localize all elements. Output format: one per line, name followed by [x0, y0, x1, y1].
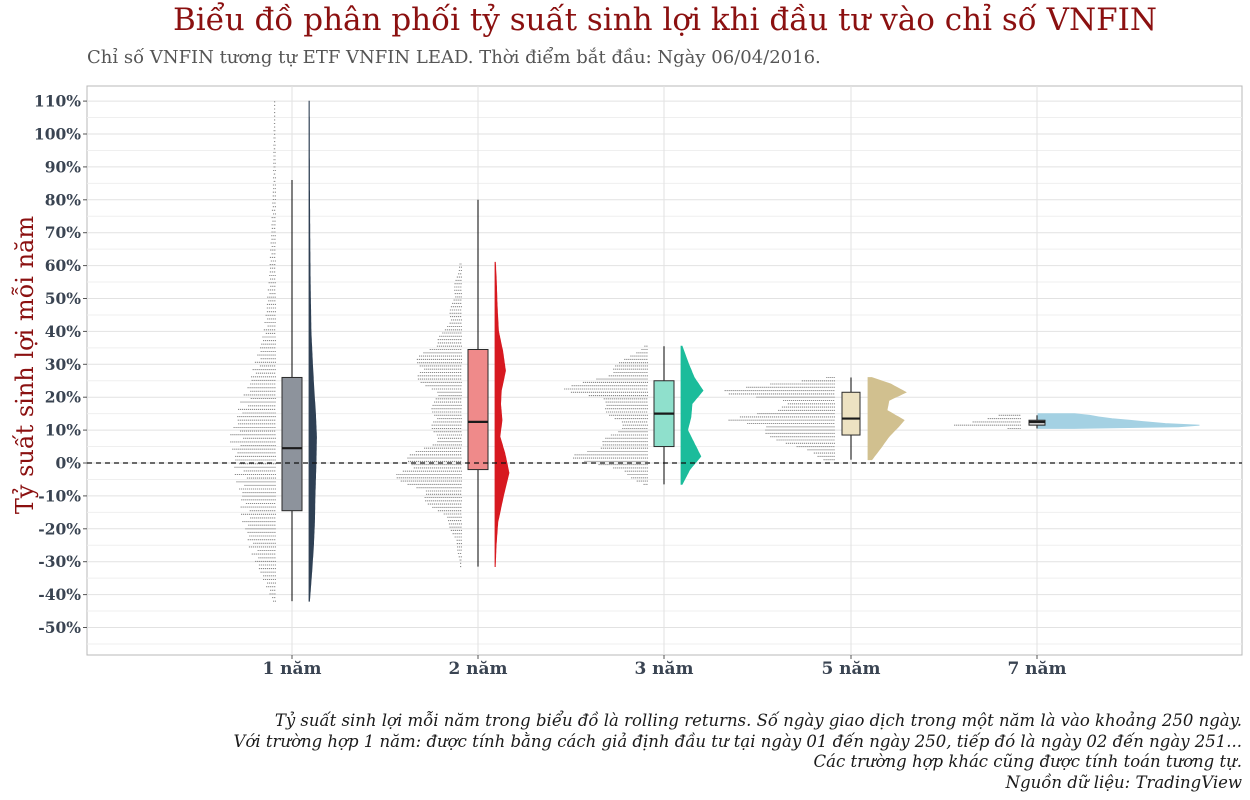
x-tick-label: 2 năm	[448, 659, 507, 679]
y-tick-label: -20%	[38, 519, 81, 538]
chart-title: Biểu đồ phân phối tỷ suất sinh lợi khi đ…	[172, 2, 1158, 38]
category-group	[396, 199, 510, 568]
x-tick-label: 1 năm	[262, 659, 321, 679]
y-tick-label: 110%	[34, 92, 81, 111]
y-tick-label: 80%	[45, 190, 82, 209]
x-tick-label: 7 năm	[1007, 659, 1066, 679]
y-tick-label: 70%	[45, 223, 82, 242]
y-tick-label: -40%	[38, 585, 81, 604]
footnote-line: Tỷ suất sinh lợi mỗi năm trong biểu đồ l…	[274, 711, 1242, 730]
y-tick-label: -50%	[38, 618, 81, 637]
dot-histogram	[724, 376, 835, 461]
x-tick-label: 3 năm	[634, 659, 693, 679]
dot-histogram	[396, 263, 462, 568]
footnote-line: Nguồn dữ liệu: TradingView	[1005, 772, 1242, 792]
box	[841, 391, 861, 436]
box	[467, 348, 489, 471]
y-tick-label: 30%	[45, 355, 82, 374]
category-group	[954, 413, 1200, 430]
y-tick-label: 90%	[45, 157, 82, 176]
half-violin	[308, 100, 317, 602]
y-tick-label: 10%	[45, 421, 82, 440]
box	[281, 376, 303, 512]
dot-histogram	[954, 414, 1021, 430]
footnote-line: Các trường hợp khác cũng được tính toán …	[813, 752, 1243, 771]
y-tick-label: 40%	[45, 322, 82, 341]
data-layer	[87, 100, 1242, 602]
half-violin	[494, 261, 510, 567]
x-tick-label: 5 năm	[821, 659, 880, 679]
y-axis-label: Tỷ suất sinh lợi mỗi năm	[11, 216, 39, 514]
half-violin	[867, 377, 907, 461]
dot-histogram	[564, 345, 648, 485]
footnote-line: Với trường hợp 1 năm: được tính bằng các…	[233, 731, 1242, 751]
axes: -50% -40% -30% -20% -10% 0% 10% 20% 30% 40% 50% 60%…	[34, 92, 1067, 679]
y-tick-label: -30%	[38, 552, 81, 571]
y-tick-label: 0%	[55, 454, 81, 473]
chart-subtitle: Chỉ số VNFIN tương tự ETF VNFIN LEAD. Th…	[87, 47, 821, 68]
y-tick-label: 100%	[34, 125, 81, 144]
half-violin	[1037, 413, 1200, 429]
category-group	[230, 100, 317, 602]
y-tick-label: 20%	[45, 388, 82, 407]
half-violin	[680, 345, 704, 485]
category-group	[724, 376, 907, 461]
category-group	[564, 345, 704, 485]
footnotes: Tỷ suất sinh lợi mỗi năm trong biểu đồ l…	[234, 711, 1242, 793]
y-tick-label: -10%	[38, 486, 81, 505]
y-tick-label: 60%	[45, 256, 82, 275]
y-tick-label: 50%	[45, 289, 82, 308]
dot-histogram	[230, 101, 276, 602]
